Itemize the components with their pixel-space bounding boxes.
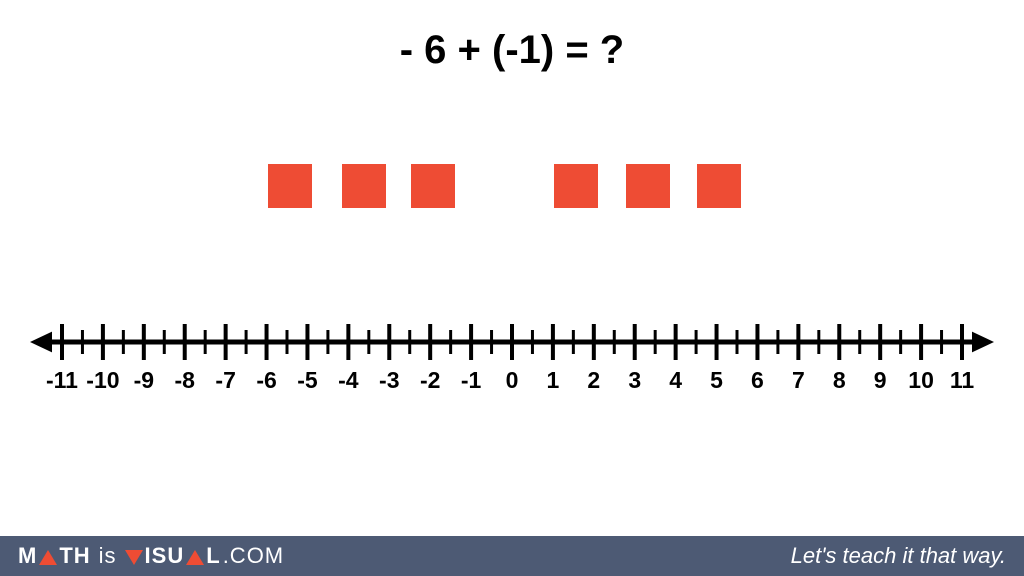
svg-text:-8: -8 bbox=[175, 367, 196, 393]
svg-text:9: 9 bbox=[874, 367, 887, 393]
svg-text:4: 4 bbox=[669, 367, 682, 393]
svg-text:-1: -1 bbox=[461, 367, 482, 393]
brand-dotcom: .COM bbox=[223, 543, 284, 569]
footer-bar: M TH is ISU L.COM Let's teach it that way. bbox=[0, 536, 1024, 576]
footer-tagline: Let's teach it that way. bbox=[791, 543, 1006, 569]
squares-row bbox=[0, 164, 1024, 214]
svg-text:8: 8 bbox=[833, 367, 846, 393]
svg-text:10: 10 bbox=[908, 367, 934, 393]
svg-text:-2: -2 bbox=[420, 367, 440, 393]
footer-brand: M TH is ISU L.COM bbox=[18, 543, 284, 569]
svg-text:-5: -5 bbox=[297, 367, 318, 393]
counter-square bbox=[268, 164, 312, 208]
brand-isu: ISU bbox=[145, 543, 185, 569]
counter-square bbox=[342, 164, 386, 208]
svg-text:0: 0 bbox=[506, 367, 519, 393]
counter-square bbox=[554, 164, 598, 208]
svg-text:-6: -6 bbox=[256, 367, 276, 393]
svg-text:11: 11 bbox=[950, 367, 975, 393]
svg-text:5: 5 bbox=[710, 367, 723, 393]
triangle-up-icon bbox=[39, 550, 57, 565]
brand-m: M bbox=[18, 543, 37, 569]
brand-l: L bbox=[206, 543, 220, 569]
svg-text:-7: -7 bbox=[215, 367, 235, 393]
equation-text: - 6 + (-1) = ? bbox=[0, 28, 1024, 73]
counter-square bbox=[626, 164, 670, 208]
svg-text:7: 7 bbox=[792, 367, 805, 393]
svg-text:-3: -3 bbox=[379, 367, 399, 393]
triangle-down-icon-1 bbox=[125, 550, 143, 565]
counter-square bbox=[411, 164, 455, 208]
svg-text:-11: -11 bbox=[46, 367, 78, 393]
svg-text:2: 2 bbox=[587, 367, 600, 393]
svg-text:-10: -10 bbox=[86, 367, 119, 393]
svg-text:6: 6 bbox=[751, 367, 764, 393]
svg-text:3: 3 bbox=[628, 367, 641, 393]
svg-text:1: 1 bbox=[547, 367, 560, 393]
svg-text:-9: -9 bbox=[134, 367, 154, 393]
svg-text:-4: -4 bbox=[338, 367, 359, 393]
triangle-up-icon-2 bbox=[186, 550, 204, 565]
brand-is: is bbox=[99, 543, 117, 569]
number-line: -11-10-9-8-7-6-5-4-3-2-101234567891011 bbox=[0, 308, 1024, 388]
counter-square bbox=[697, 164, 741, 208]
brand-th: TH bbox=[59, 543, 90, 569]
